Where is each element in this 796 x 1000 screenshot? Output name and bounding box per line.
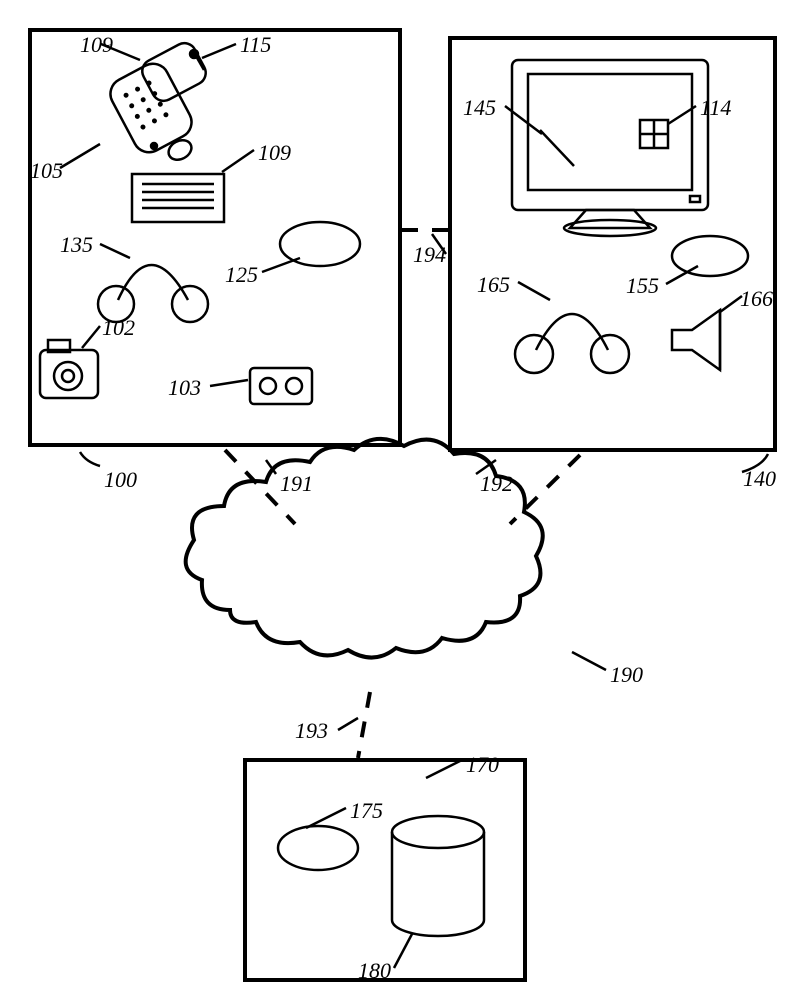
leader-line bbox=[222, 150, 254, 172]
ref-label: 115 bbox=[240, 32, 271, 57]
leader-line bbox=[505, 106, 542, 134]
ref-label: 190 bbox=[610, 662, 643, 687]
ref-label: 155 bbox=[626, 273, 659, 298]
flip-phone-icon bbox=[105, 39, 210, 164]
ref-label: 140 bbox=[743, 466, 776, 491]
headset-right-icon bbox=[515, 314, 629, 373]
ref-label: 109 bbox=[80, 32, 113, 57]
headset-left-icon bbox=[98, 265, 208, 322]
leader-line bbox=[210, 380, 248, 386]
ref-label: 191 bbox=[280, 471, 313, 496]
leader-line bbox=[338, 718, 358, 730]
system-diagram: 109 115 105 109 135 125 102 103 100 145 114 165 155 1… bbox=[0, 0, 796, 1000]
ref-label: 103 bbox=[168, 375, 201, 400]
ref-label: 170 bbox=[466, 752, 499, 777]
leader-line bbox=[572, 652, 606, 670]
ref-label: 165 bbox=[477, 272, 510, 297]
speaker-icon bbox=[672, 310, 720, 370]
ref-label: 180 bbox=[358, 958, 391, 983]
leader-line bbox=[720, 296, 742, 312]
leader-line bbox=[80, 452, 100, 466]
ref-label: 100 bbox=[104, 467, 137, 492]
ref-label: 105 bbox=[30, 158, 63, 183]
ref-label: 194 bbox=[413, 242, 446, 267]
ref-label: 175 bbox=[350, 798, 383, 823]
leader-line bbox=[426, 760, 462, 778]
leader-line bbox=[100, 244, 130, 258]
link-193 bbox=[358, 692, 370, 758]
ref-label: 109 bbox=[258, 140, 291, 165]
processor-125-icon bbox=[280, 222, 360, 266]
monitor-icon bbox=[512, 60, 708, 236]
ref-label: 192 bbox=[480, 471, 513, 496]
leader-line bbox=[306, 808, 346, 828]
leader-line bbox=[394, 934, 412, 968]
ref-label: 193 bbox=[295, 718, 328, 743]
ref-label: 135 bbox=[60, 232, 93, 257]
document-icon bbox=[132, 174, 224, 222]
ref-label: 166 bbox=[740, 286, 773, 311]
ref-label: 102 bbox=[102, 315, 135, 340]
ref-label: 114 bbox=[700, 95, 731, 120]
leader-line bbox=[82, 326, 100, 348]
ref-label: 125 bbox=[225, 262, 258, 287]
leader-line bbox=[202, 44, 236, 58]
ref-label: 145 bbox=[463, 95, 496, 120]
leader-line bbox=[60, 144, 100, 168]
processor-175-icon bbox=[278, 826, 358, 870]
processor-155-icon bbox=[672, 236, 748, 276]
leader-line bbox=[262, 258, 300, 272]
camera-icon bbox=[40, 340, 98, 398]
cassette-icon bbox=[250, 368, 312, 404]
leader-line bbox=[518, 282, 550, 300]
database-180-icon bbox=[392, 816, 484, 936]
leader-lines bbox=[60, 44, 768, 968]
